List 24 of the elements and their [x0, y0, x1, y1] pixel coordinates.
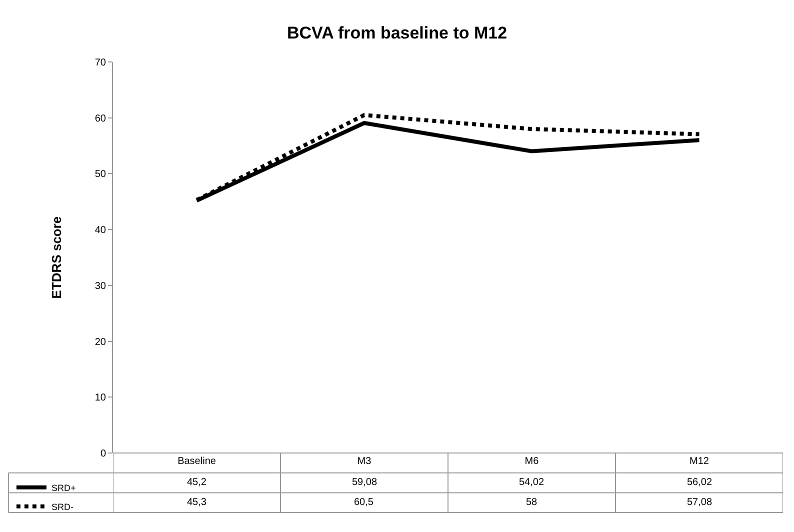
data-label: 60,5 — [354, 497, 374, 508]
x-tick-label: Baseline — [178, 456, 216, 467]
y-tick-label: 50 — [94, 169, 106, 180]
chart-title: BCVA from baseline to M12 — [286, 24, 508, 42]
data-label: 59,08 — [352, 477, 378, 488]
y-tick-label: 10 — [94, 392, 106, 404]
data-label: 45,3 — [187, 497, 207, 508]
data-label: 45,2 — [187, 477, 207, 488]
legend-label: SRD+ — [51, 482, 76, 493]
y-tick-label: 40 — [94, 225, 106, 236]
y-tick-label: 70 — [94, 58, 106, 68]
x-tick-label: M6 — [524, 456, 540, 467]
x-tick-label: M3 — [357, 456, 372, 467]
data-label: 58 — [526, 497, 538, 508]
y-tick-label: 20 — [94, 336, 106, 348]
y-axis-title: ETDRS score — [48, 216, 64, 299]
y-tick-label: 0 — [100, 448, 106, 460]
y-tick-label: 60 — [94, 113, 106, 124]
data-label: 57,08 — [687, 497, 712, 508]
legend-label: SRD- — [51, 502, 74, 512]
y-tick-label: 30 — [94, 280, 106, 292]
data-label: 56,02 — [687, 477, 712, 488]
x-tick-label: M12 — [690, 456, 710, 467]
data-label: 54,02 — [519, 477, 544, 488]
